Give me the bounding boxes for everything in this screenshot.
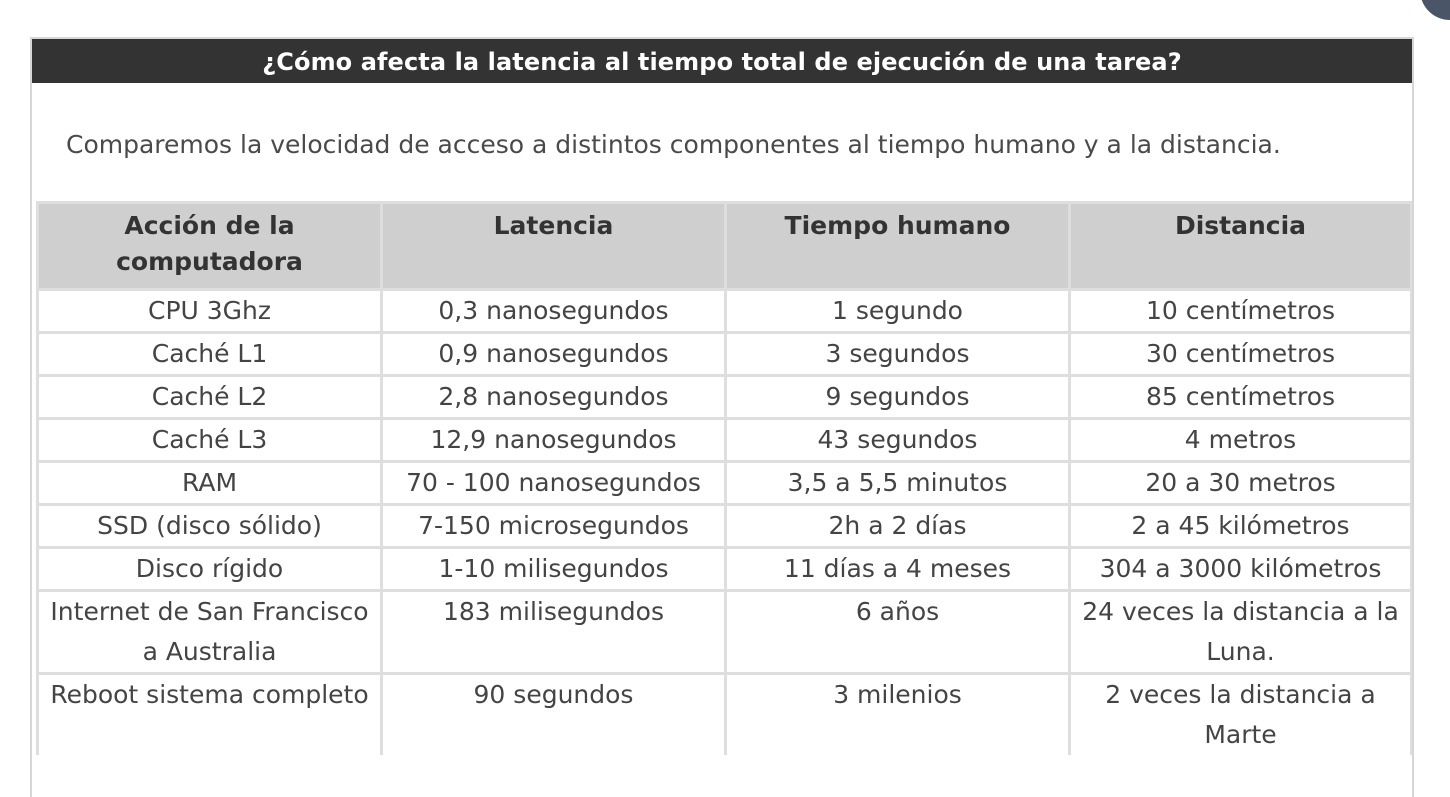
cell-human-time: 3 milenios xyxy=(724,672,1071,755)
cell-human-time: 9 segundos xyxy=(724,374,1071,420)
latency-article: ¿Cómo afecta la latencia al tiempo total… xyxy=(30,37,1414,797)
latency-table: Acción de la computadora Latencia Tiempo… xyxy=(36,201,1412,755)
cell-human-time: 43 segundos xyxy=(724,417,1071,463)
cell-human-time: 6 años xyxy=(724,589,1071,675)
cell-distance: 30 centímetros xyxy=(1068,331,1412,377)
cell-latency: 90 segundos xyxy=(380,672,727,755)
cell-distance: 20 a 30 metros xyxy=(1068,460,1412,506)
table-row: CPU 3Ghz 0,3 nanosegundos 1 segundo 10 c… xyxy=(36,288,1412,334)
cell-latency: 7-150 microsegundos xyxy=(380,503,727,549)
cell-human-time: 3 segundos xyxy=(724,331,1071,377)
cell-action: Caché L3 xyxy=(36,417,383,463)
cell-action: Disco rígido xyxy=(36,546,383,592)
cell-action: SSD (disco sólido) xyxy=(36,503,383,549)
column-header-human-time: Tiempo humano xyxy=(724,201,1071,291)
cell-human-time: 2h a 2 días xyxy=(724,503,1071,549)
table-row: Caché L1 0,9 nanosegundos 3 segundos 30 … xyxy=(36,331,1412,377)
cell-latency: 0,9 nanosegundos xyxy=(380,331,727,377)
table-header-row: Acción de la computadora Latencia Tiempo… xyxy=(36,201,1412,291)
page-title: ¿Cómo afecta la latencia al tiempo total… xyxy=(32,39,1412,83)
column-header-latency: Latencia xyxy=(380,201,727,291)
table-row: Internet de San Francisco a Australia 18… xyxy=(36,589,1412,675)
cell-human-time: 3,5 a 5,5 minutos xyxy=(724,460,1071,506)
cell-action: Caché L1 xyxy=(36,331,383,377)
cell-distance: 2 a 45 kilómetros xyxy=(1068,503,1412,549)
cell-distance: 304 a 3000 kilómetros xyxy=(1068,546,1412,592)
cell-latency: 183 milisegundos xyxy=(380,589,727,675)
cell-latency: 2,8 nanosegundos xyxy=(380,374,727,420)
cell-distance: 24 veces la distancia a la Luna. xyxy=(1068,589,1412,675)
cell-distance: 4 metros xyxy=(1068,417,1412,463)
corner-decoration xyxy=(1420,0,1450,20)
cell-action: CPU 3Ghz xyxy=(36,288,383,334)
cell-latency: 70 - 100 nanosegundos xyxy=(380,460,727,506)
cell-distance: 10 centímetros xyxy=(1068,288,1412,334)
cell-latency: 1-10 milisegundos xyxy=(380,546,727,592)
cell-action: Caché L2 xyxy=(36,374,383,420)
cell-action: RAM xyxy=(36,460,383,506)
cell-human-time: 11 días a 4 meses xyxy=(724,546,1071,592)
cell-action: Internet de San Francisco a Australia xyxy=(36,589,383,675)
cell-latency: 0,3 nanosegundos xyxy=(380,288,727,334)
table-row: Reboot sistema completo 90 segundos 3 mi… xyxy=(36,672,1412,755)
table-row: Caché L2 2,8 nanosegundos 9 segundos 85 … xyxy=(36,374,1412,420)
cell-distance: 85 centímetros xyxy=(1068,374,1412,420)
table-row: Disco rígido 1-10 milisegundos 11 días a… xyxy=(36,546,1412,592)
column-header-distance: Distancia xyxy=(1068,201,1412,291)
intro-paragraph: Comparemos la velocidad de acceso a dist… xyxy=(66,130,1281,159)
cell-distance: 2 veces la distancia a Marte xyxy=(1068,672,1412,755)
cell-action: Reboot sistema completo xyxy=(36,672,383,755)
cell-latency: 12,9 nanosegundos xyxy=(380,417,727,463)
cell-human-time: 1 segundo xyxy=(724,288,1071,334)
table-row: Caché L3 12,9 nanosegundos 43 segundos 4… xyxy=(36,417,1412,463)
column-header-action: Acción de la computadora xyxy=(36,201,383,291)
table-row: RAM 70 - 100 nanosegundos 3,5 a 5,5 minu… xyxy=(36,460,1412,506)
table-row: SSD (disco sólido) 7-150 microsegundos 2… xyxy=(36,503,1412,549)
